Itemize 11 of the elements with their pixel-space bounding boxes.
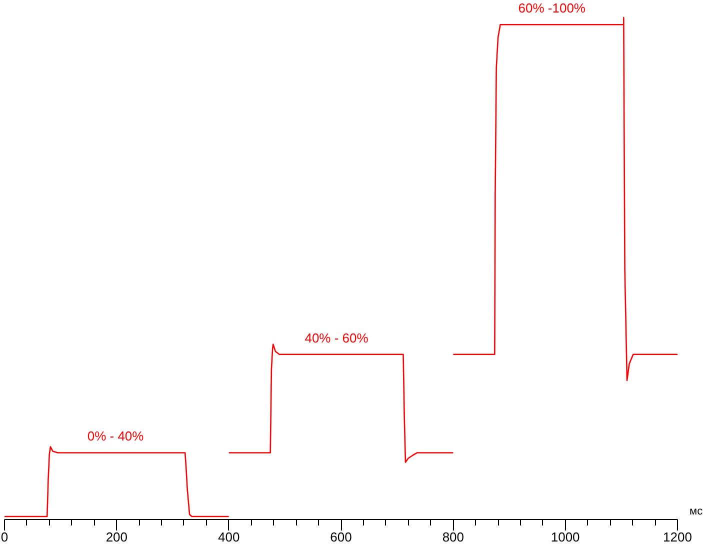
x-tick-label: 1200 <box>663 530 692 544</box>
x-tick-label: 0 <box>0 530 8 544</box>
x-tick-label: 400 <box>218 530 240 544</box>
x-tick-label: 200 <box>106 530 128 544</box>
annotation: 0% - 40% <box>87 428 144 444</box>
x-tick-label: 600 <box>330 530 352 544</box>
x-tick-label: 800 <box>442 530 464 544</box>
x-tick-label: 1000 <box>550 530 580 544</box>
annotation: 60% -100% <box>518 0 586 16</box>
x-axis-title: мс <box>690 506 703 518</box>
annotation: 40% - 60% <box>304 330 369 346</box>
